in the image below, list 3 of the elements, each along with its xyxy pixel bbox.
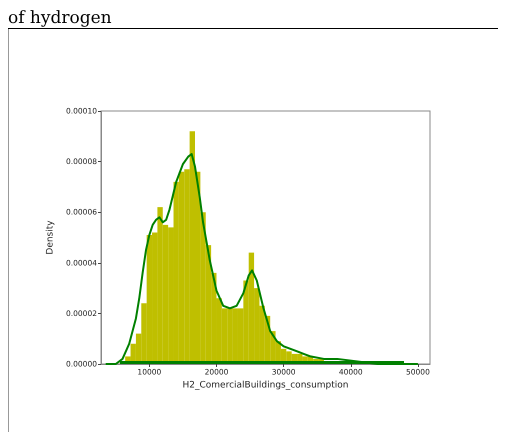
x-axis-title: H2_ComercialBuildings_consumption: [182, 380, 349, 390]
y-axis-title: Density: [46, 220, 56, 255]
text: of hydrogen: [8, 8, 112, 28]
